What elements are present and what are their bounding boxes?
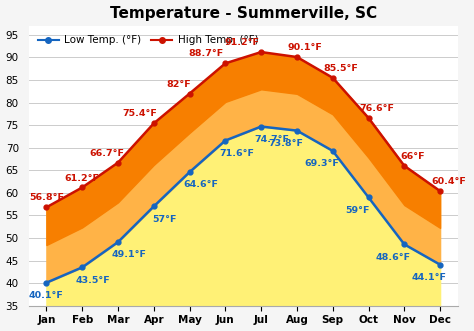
- Text: 57°F: 57°F: [153, 215, 177, 224]
- Text: 66.7°F: 66.7°F: [90, 149, 124, 158]
- Text: 69.3°F: 69.3°F: [304, 159, 339, 168]
- Title: Temperature - Summerville, SC: Temperature - Summerville, SC: [109, 6, 377, 21]
- Text: 64.6°F: 64.6°F: [183, 180, 218, 189]
- Text: 88.7°F: 88.7°F: [188, 49, 224, 58]
- Text: 76.6°F: 76.6°F: [359, 104, 394, 113]
- Text: 82°F: 82°F: [166, 80, 191, 89]
- Text: 59°F: 59°F: [345, 206, 370, 215]
- Text: 66°F: 66°F: [401, 152, 425, 161]
- Legend: Low Temp. (°F), High Temp. (°F): Low Temp. (°F), High Temp. (°F): [34, 31, 262, 49]
- Text: 60.4°F: 60.4°F: [431, 177, 466, 186]
- Text: 61.2°F: 61.2°F: [65, 173, 100, 182]
- Text: 73.8°F: 73.8°F: [268, 139, 303, 148]
- Text: 74.7°F: 74.7°F: [255, 135, 290, 144]
- Text: 40.1°F: 40.1°F: [29, 291, 64, 300]
- Text: 90.1°F: 90.1°F: [288, 43, 323, 52]
- Text: 44.1°F: 44.1°F: [411, 273, 447, 282]
- Text: 75.4°F: 75.4°F: [122, 110, 157, 118]
- Text: 85.5°F: 85.5°F: [324, 64, 358, 73]
- Text: 91.2°F: 91.2°F: [224, 38, 259, 47]
- Text: 49.1°F: 49.1°F: [111, 250, 146, 260]
- Text: 48.6°F: 48.6°F: [375, 253, 411, 261]
- Text: 56.8°F: 56.8°F: [29, 193, 64, 202]
- Text: 71.6°F: 71.6°F: [219, 149, 254, 158]
- Text: 43.5°F: 43.5°F: [76, 276, 111, 285]
